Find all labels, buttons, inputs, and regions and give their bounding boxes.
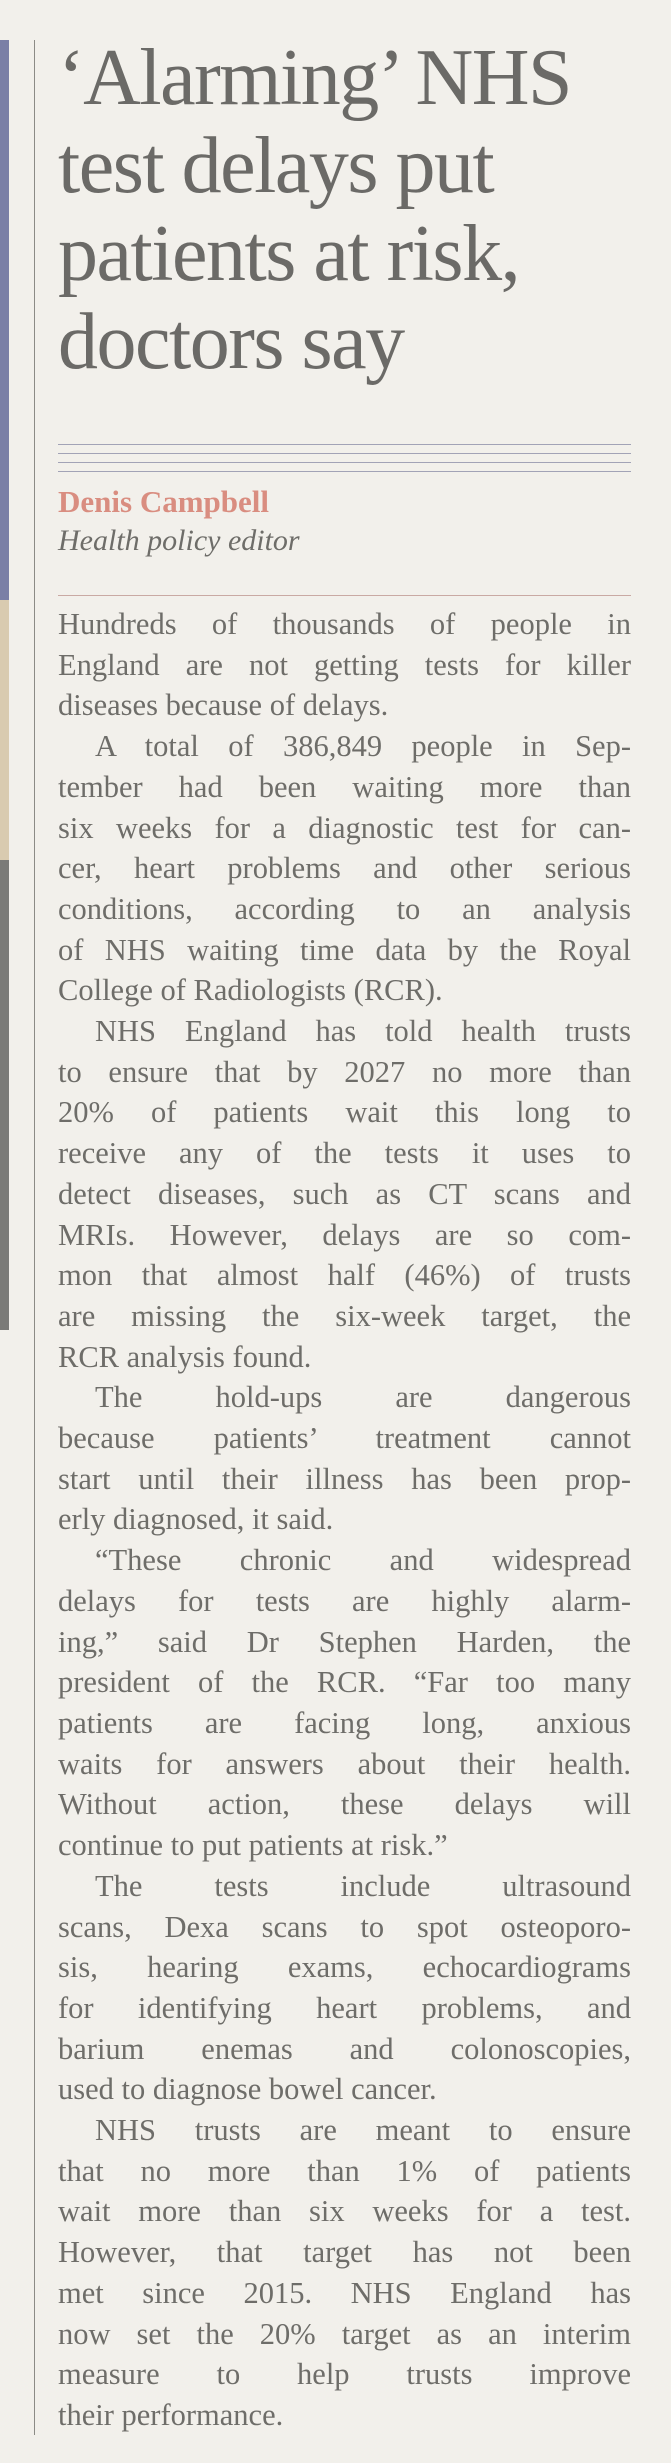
text-line: cer, heart problems and other serious (58, 851, 631, 886)
text-line: of NHS waiting time data by the Royal (58, 932, 631, 967)
paragraph: Hundreds of thousands of people in Englan… (58, 604, 631, 726)
text-line: NHS trusts are meant to ensure (95, 2113, 631, 2148)
text-line: barium enemas and colonoscopies, (58, 2031, 631, 2066)
text-line: six weeks for a diagnostic test for can- (58, 810, 631, 845)
text-line: measure to help trusts improve (58, 2357, 631, 2392)
text-line: 20% of patients wait this long to (58, 1095, 631, 1130)
text-line: RCR analysis found. (58, 1339, 312, 1374)
text-line: to ensure that by 2027 no more than (58, 1054, 631, 1089)
headline-line: test delays put (58, 122, 495, 210)
text-line: The hold-ups are dangerous (95, 1380, 631, 1415)
text-line: continue to put patients at risk.” (58, 1828, 448, 1863)
adjacent-image-edge (0, 600, 9, 860)
text-line: start until their illness has been prop- (58, 1461, 631, 1496)
text-line: sis, hearing exams, echocardiograms (58, 1950, 631, 1985)
headline-line: doctors say (58, 298, 405, 386)
text-line: because patients’ treatment cannot (58, 1421, 631, 1456)
text-line: “These chronic and widespread (95, 1543, 631, 1578)
text-line: waits for answers about their health. (58, 1746, 631, 1781)
text-line: scans, Dexa scans to spot osteoporo- (58, 1909, 631, 1944)
text-line: their performance. (58, 2397, 284, 2432)
text-line: are missing the six-week target, the (58, 1298, 631, 1333)
article-body: Hundreds of thousands of people in Englan… (58, 604, 631, 2436)
text-line: A total of 386,849 people in Sep- (95, 729, 631, 764)
author-role: Health policy editor (58, 524, 300, 557)
text-line: delays for tests are highly alarm- (58, 1583, 631, 1618)
text-line: used to diagnose bowel cancer. (58, 2072, 437, 2107)
text-line: MRIs. However, delays are so com- (58, 1217, 631, 1252)
paragraph: NHS England has told health trusts to ens… (58, 1011, 631, 1377)
text-line: receive any of the tests it uses to (58, 1136, 631, 1171)
paragraph: A total of 386,849 people in Sep-tember … (58, 726, 631, 1011)
text-line: ing,” said Dr Stephen Harden, the (58, 1624, 631, 1659)
text-line: College of Radiologists (RCR). (58, 973, 443, 1008)
headline: ‘Alarming’ NHS test delays put patients … (58, 34, 658, 386)
paragraph: “These chronic and widespread delays for … (58, 1540, 631, 1866)
text-line: conditions, according to an analysis (58, 891, 631, 926)
text-line: erly diagnosed, it said. (58, 1502, 334, 1537)
text-line: now set the 20% target as an interim (58, 2316, 631, 2351)
text-line: The tests include ultrasound (95, 1868, 631, 1903)
text-line: Hundreds of thousands of people in (58, 607, 631, 641)
text-line: wait more than six weeks for a test. (58, 2194, 631, 2229)
text-line: diseases because of delays. (58, 688, 389, 723)
column-divider (34, 40, 35, 2435)
text-line: England are not getting tests for killer (58, 647, 631, 682)
adjacent-image-edge (0, 860, 9, 1330)
paragraph: The hold-ups are dangerous because patien… (58, 1377, 631, 1540)
headline-line: patients at risk, (58, 210, 521, 298)
author-name: Denis Campbell (58, 484, 269, 519)
paragraph: NHS trusts are meant to ensure that no mo… (58, 2110, 631, 2436)
text-line: Without action, these delays will (58, 1787, 631, 1822)
paragraph: The tests include ultrasound scans, Dexa … (58, 1866, 631, 2110)
headline-line: ‘Alarming’ NHS (58, 34, 572, 122)
text-line: met since 2015. NHS England has (58, 2275, 631, 2310)
divider (58, 595, 631, 596)
text-line: NHS England has told health trusts (95, 1014, 631, 1049)
text-line: that no more than 1% of patients (58, 2153, 631, 2188)
text-line: mon that almost half (46%) of trusts (58, 1258, 631, 1293)
text-line: detect diseases, such as CT scans and (58, 1176, 631, 1211)
text-line: patients are facing long, anxious (58, 1705, 631, 1740)
byline-rules (58, 444, 631, 480)
adjacent-image-edge (0, 40, 9, 600)
text-line: president of the RCR. “Far too many (58, 1665, 631, 1700)
text-line: tember had been waiting more than (58, 769, 631, 804)
text-line: However, that target has not been (58, 2235, 631, 2270)
text-line: for identifying heart problems, and (58, 1990, 631, 2025)
